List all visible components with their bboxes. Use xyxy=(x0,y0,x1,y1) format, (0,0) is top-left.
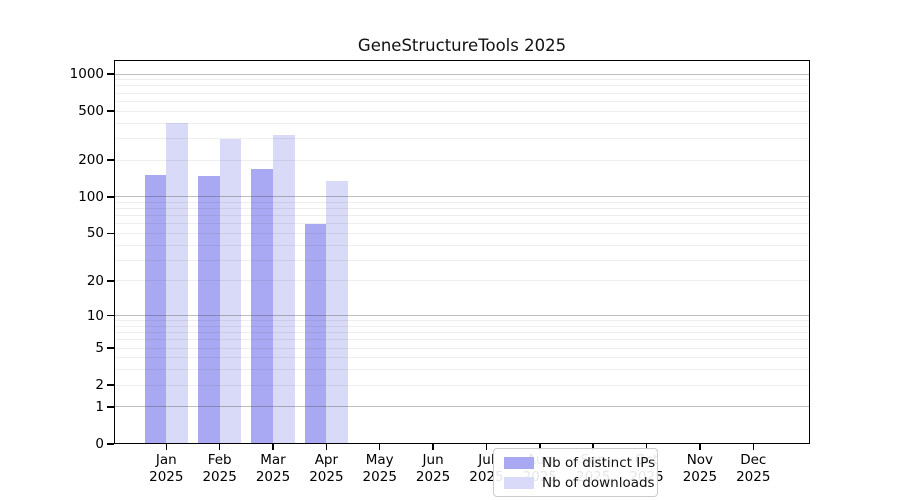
gridline-minor xyxy=(114,320,810,322)
y-tick-label: 10 xyxy=(86,307,104,324)
y-tick-label: 1000 xyxy=(69,66,104,83)
x-tick-mark xyxy=(379,444,381,450)
legend-swatch-distinct-ips xyxy=(504,456,534,469)
y-tick-label: 0 xyxy=(95,436,104,452)
x-tick-label: Mar 2025 xyxy=(255,452,291,485)
y-tick-label: 500 xyxy=(78,103,104,120)
gridline-minor xyxy=(114,85,810,87)
x-tick-label: Jan 2025 xyxy=(149,452,184,485)
x-tick-label: Dec 2025 xyxy=(736,452,771,485)
x-tick-mark xyxy=(432,444,434,450)
gridline-minor xyxy=(114,325,810,327)
y-tick-label: 100 xyxy=(78,188,104,205)
gridline-minor xyxy=(114,215,810,217)
bar-distinct-ips-jan xyxy=(144,175,167,444)
gridline-major xyxy=(114,315,810,317)
gridline-minor xyxy=(114,122,810,124)
legend-swatch-downloads xyxy=(504,476,534,489)
y-tick-mark xyxy=(107,406,114,408)
x-tick-label: Jun 2025 xyxy=(415,452,451,485)
gridline-minor xyxy=(114,201,810,203)
gridline-minor xyxy=(114,137,810,139)
legend: Nb of distinct IPs Nb of downloads xyxy=(493,448,658,497)
x-tick-mark xyxy=(325,444,328,450)
x-tick-mark xyxy=(539,444,541,450)
bar-downloads-jan xyxy=(166,123,189,444)
y-tick-mark xyxy=(107,384,114,386)
y-tick-mark xyxy=(107,443,114,445)
bar-downloads-feb xyxy=(219,138,242,444)
gridline-minor xyxy=(114,223,810,225)
bar-distinct-ips-mar xyxy=(251,169,274,444)
y-tick-label: 1 xyxy=(95,398,104,415)
y-tick-mark xyxy=(107,314,114,317)
bar-distinct-ips-apr xyxy=(304,223,327,444)
x-tick-mark xyxy=(218,444,221,450)
gridline-minor xyxy=(114,110,810,112)
gridline-minor xyxy=(114,208,810,210)
bar-distinct-ips-feb xyxy=(197,176,220,444)
gridline-minor xyxy=(114,339,810,341)
gridline-minor xyxy=(114,79,810,81)
plot-area: Nb of distinct IPs Nb of downloads xyxy=(114,60,810,497)
x-tick-mark xyxy=(485,444,488,450)
gridline-major xyxy=(114,196,810,198)
x-tick-mark xyxy=(645,444,648,450)
bar-downloads-apr xyxy=(326,180,349,444)
chart-title: GeneStructureTools 2025 xyxy=(357,36,567,55)
y-tick-mark xyxy=(107,280,114,282)
gridline-minor xyxy=(114,232,810,234)
x-tick-label: Apr 2025 xyxy=(309,452,344,485)
legend-item-distinct-ips: Nb of distinct IPs xyxy=(504,455,657,471)
gridline-minor xyxy=(114,280,810,282)
gridline-major xyxy=(114,406,810,408)
x-tick-label: Feb 2025 xyxy=(202,452,237,485)
x-tick-mark xyxy=(752,444,754,450)
gridline-minor xyxy=(114,347,810,349)
x-tick-label: May 2025 xyxy=(362,452,397,485)
x-tick-mark xyxy=(699,444,701,450)
gridline-minor xyxy=(114,92,810,94)
x-tick-mark xyxy=(165,444,167,450)
y-tick-mark xyxy=(107,232,114,235)
gridline-minor xyxy=(114,384,810,386)
y-tick-label: 20 xyxy=(86,272,104,289)
gridline-minor xyxy=(114,159,810,161)
y-tick-label: 2 xyxy=(95,377,104,394)
gridline-minor xyxy=(114,369,810,371)
bar-downloads-mar xyxy=(273,135,295,444)
x-tick-mark xyxy=(272,444,274,450)
y-tick-label: 200 xyxy=(78,152,104,168)
y-tick-mark xyxy=(107,196,114,198)
legend-label-distinct-ips: Nb of distinct IPs xyxy=(542,454,656,471)
gridline-minor xyxy=(114,357,810,359)
x-tick-mark xyxy=(592,444,594,450)
gridline-minor xyxy=(114,259,810,261)
gridline-minor xyxy=(114,332,810,334)
y-tick-label: 50 xyxy=(86,225,104,242)
gridline-minor xyxy=(114,244,810,246)
gridline-minor xyxy=(114,100,810,102)
y-tick-mark xyxy=(107,73,114,75)
x-tick-label: Nov 2025 xyxy=(682,452,718,485)
y-tick-mark xyxy=(107,110,114,112)
legend-label-downloads: Nb of downloads xyxy=(542,474,655,491)
legend-item-downloads: Nb of downloads xyxy=(504,475,657,491)
y-tick-mark xyxy=(107,347,114,349)
gridline-major xyxy=(114,73,810,75)
y-tick-label: 5 xyxy=(95,340,104,357)
y-tick-mark xyxy=(107,159,114,161)
